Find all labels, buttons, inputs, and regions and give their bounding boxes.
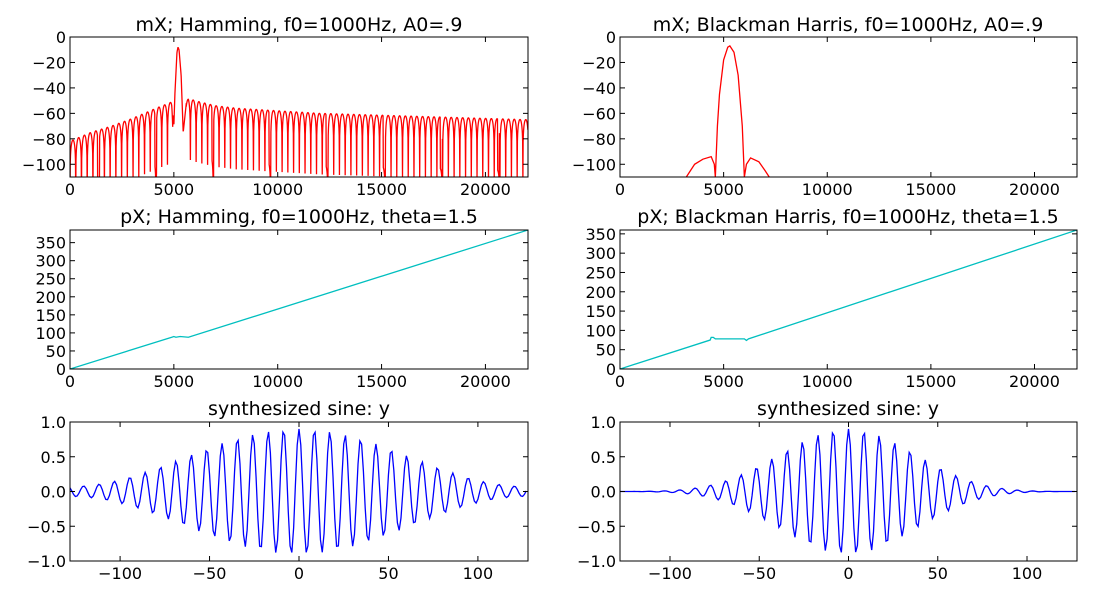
y-tick-label: −100 (572, 155, 616, 174)
x-tick-label: −100 (98, 564, 142, 583)
subplot-y-hamming: synthesized sine: y −100 −50 0 50 100 1.0 0.5 0… (27, 398, 529, 583)
x-tick-label: 5000 (153, 180, 194, 199)
x-tick-label: 10000 (802, 372, 853, 391)
x-tick-label: 10000 (252, 372, 303, 391)
y-tick-label: −0.5 (27, 517, 66, 536)
series-line (620, 230, 1077, 369)
y-tick-label: 250 (35, 270, 66, 289)
subplot-title: pX; Hamming, f0=1000Hz, theta=1.5 (120, 206, 478, 228)
axes-frame (69, 36, 529, 178)
y-tick-label: 350 (585, 225, 616, 244)
axes-frame (619, 36, 1078, 178)
axes-frame (619, 229, 1078, 370)
x-tick-label: 0 (294, 564, 304, 583)
x-tick-label: 0 (615, 372, 625, 391)
x-tick-label: 10000 (802, 180, 853, 199)
subplot-title: synthesized sine: y (208, 398, 390, 420)
subplot-title: synthesized sine: y (757, 398, 939, 420)
axes-frame (69, 229, 529, 370)
y-tick-label: 0 (606, 360, 616, 379)
y-tick-label: −60 (32, 104, 66, 123)
subplot-mx-hamming: mX; Hamming, f0=1000Hz, A0=.9 0 5000 10000… (22, 14, 529, 199)
y-tick-label: 150 (35, 306, 66, 325)
x-tick-label: −50 (193, 564, 227, 583)
x-tick-label: 100 (1012, 564, 1043, 583)
y-tick-label: −20 (32, 53, 66, 72)
x-tick-label: 0 (65, 372, 75, 391)
x-tick-label: 50 (928, 564, 948, 583)
y-tick-label: 50 (46, 342, 66, 361)
x-tick-label: 15000 (905, 372, 956, 391)
y-tick-label: 200 (585, 283, 616, 302)
x-tick-label: −50 (742, 564, 776, 583)
series-line (70, 230, 528, 369)
y-tick-label: −40 (582, 79, 616, 98)
x-tick-label: 10000 (252, 180, 303, 199)
y-tick-label: 0.5 (41, 448, 66, 467)
y-tick-label: 200 (35, 288, 66, 307)
y-tick-label: −0.5 (577, 517, 616, 536)
y-tick-label: 0 (56, 28, 66, 47)
y-tick-label: 0 (606, 28, 616, 47)
series-line (70, 46, 528, 177)
y-tick-label: 0.0 (41, 483, 66, 502)
y-tick-label: 150 (585, 302, 616, 321)
x-tick-label: 15000 (356, 372, 407, 391)
y-tick-label: −1.0 (577, 552, 616, 571)
x-tick-label: 0 (843, 564, 853, 583)
subplot-title: mX; Blackman Harris, f0=1000Hz, A0=.9 (653, 14, 1044, 36)
subplot-title: mX; Hamming, f0=1000Hz, A0=.9 (136, 14, 463, 36)
y-tick-label: −1.0 (27, 552, 66, 571)
y-tick-label: −100 (22, 155, 66, 174)
y-tick-label: −60 (582, 104, 616, 123)
y-tick-label: 250 (585, 263, 616, 282)
y-tick-label: 0.0 (591, 483, 616, 502)
x-tick-label: 50 (378, 564, 398, 583)
y-tick-label: 50 (596, 341, 616, 360)
y-tick-label: −20 (582, 53, 616, 72)
x-tick-label: 20000 (1009, 372, 1060, 391)
y-tick-label: 0 (56, 360, 66, 379)
y-tick-label: −80 (32, 130, 66, 149)
subplot-px-hamming: pX; Hamming, f0=1000Hz, theta=1.5 0 5000 1… (35, 206, 529, 391)
series-line (685, 45, 770, 177)
x-tick-label: 5000 (153, 372, 194, 391)
x-tick-label: 20000 (1009, 180, 1060, 199)
x-tick-label: 100 (463, 564, 494, 583)
x-tick-label: 15000 (905, 180, 956, 199)
x-tick-label: 20000 (460, 372, 511, 391)
subplot-title: pX; Blackman Harris, f0=1000Hz, theta=1.… (637, 206, 1058, 228)
y-tick-label: 300 (585, 244, 616, 263)
x-tick-label: −100 (648, 564, 692, 583)
y-tick-label: 100 (585, 321, 616, 340)
subplot-y-blackman-harris: synthesized sine: y −100 −50 0 50 100 1.0 0.5 0… (577, 398, 1078, 583)
y-tick-label: −80 (582, 130, 616, 149)
x-tick-label: 5000 (703, 372, 744, 391)
x-tick-label: 0 (65, 180, 75, 199)
y-tick-label: 100 (35, 324, 66, 343)
y-tick-label: 1.0 (41, 413, 66, 432)
y-tick-label: 0.5 (591, 448, 616, 467)
series-line (620, 428, 1076, 553)
x-tick-label: 5000 (703, 180, 744, 199)
series-line (70, 428, 527, 553)
subplot-mx-blackman-harris: mX; Blackman Harris, f0=1000Hz, A0=.9 0 5… (572, 14, 1078, 199)
subplot-px-blackman-harris: pX; Blackman Harris, f0=1000Hz, theta=1.… (585, 206, 1078, 391)
y-tick-label: 350 (35, 234, 66, 253)
x-tick-label: 15000 (356, 180, 407, 199)
y-tick-label: 1.0 (591, 413, 616, 432)
y-tick-label: −40 (32, 79, 66, 98)
y-tick-label: 300 (35, 252, 66, 271)
x-tick-label: 20000 (460, 180, 511, 199)
x-tick-label: 0 (615, 180, 625, 199)
